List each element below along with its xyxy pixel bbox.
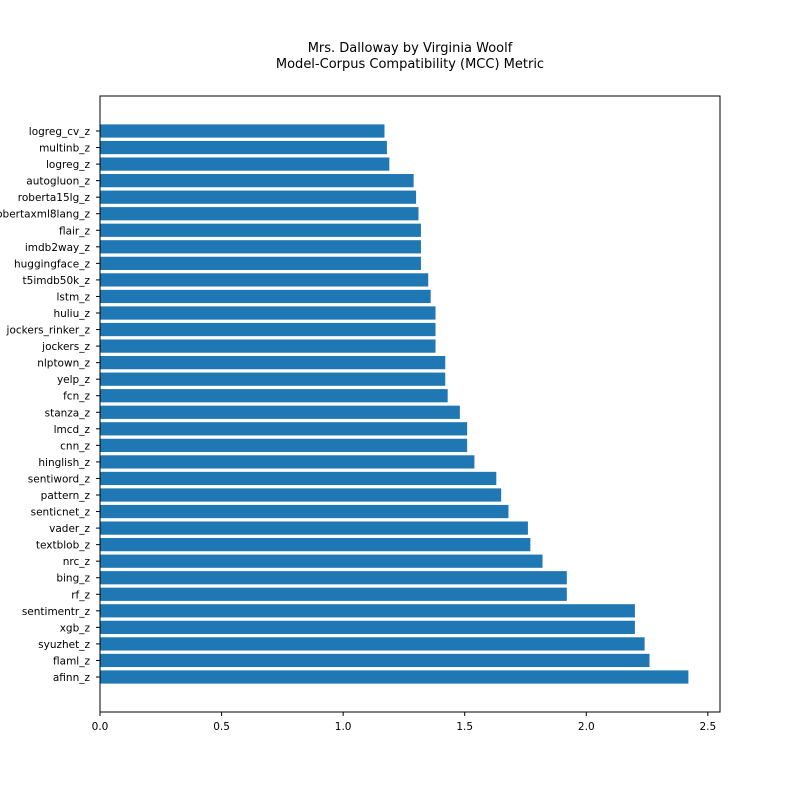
y-tick-label: cnn_z — [60, 440, 90, 452]
bar-xgb_z — [100, 620, 635, 634]
x-tick-label: 2.5 — [699, 721, 716, 733]
y-tick-label: bing_z — [56, 573, 90, 585]
y-tick-label: imdb2way_z — [25, 242, 91, 254]
bar-cnn_z — [100, 438, 468, 452]
bar-huliu_z — [100, 306, 436, 320]
bar-huggingface_z — [100, 256, 421, 270]
y-tick-label: nlptown_z — [37, 358, 90, 370]
x-tick-label: 1.5 — [456, 721, 473, 733]
bar-vader_z — [100, 521, 528, 535]
bar-syuzhet_z — [100, 637, 645, 651]
bar-yelp_z — [100, 372, 446, 386]
x-tick-label: 0.0 — [92, 721, 109, 733]
bar-roberta15lg_z — [100, 190, 417, 204]
y-tick-label: textblob_z — [36, 540, 91, 552]
y-tick-label: huggingface_z — [14, 258, 90, 270]
y-tick-label: xgb_z — [60, 622, 91, 634]
bar-imdb2way_z — [100, 240, 421, 254]
chart-title-line-2: Model-Corpus Compatibility (MCC) Metric — [276, 57, 544, 72]
y-tick-label: jockers_z — [41, 341, 90, 353]
y-tick-label: autogluon_z — [26, 176, 90, 188]
bar-afinn_z — [100, 670, 689, 684]
bar-textblob_z — [100, 538, 531, 552]
bar-nlptown_z — [100, 356, 446, 370]
bar-fcn_z — [100, 389, 448, 403]
bar-jockers_z — [100, 339, 436, 353]
bar-pattern_z — [100, 488, 502, 502]
y-tick-label: nrc_z — [63, 556, 91, 568]
plot-area-frame — [99, 95, 721, 713]
y-tick-label: jockers_rinker_z — [6, 325, 91, 337]
chart-title-line-1: Mrs. Dalloway by Virginia Woolf — [308, 41, 513, 56]
bar-multinb_z — [100, 140, 387, 155]
y-tick-label: logreg_cv_z — [29, 126, 91, 138]
y-tick-label: sentimentr_z — [22, 606, 91, 618]
y-tick-label: logreg_z — [46, 159, 90, 171]
bar-bing_z — [100, 571, 567, 585]
bars-group — [100, 124, 689, 684]
y-tick-label: afinn_z — [53, 672, 91, 684]
y-tick-label: vader_z — [49, 523, 90, 535]
y-tick-label: syuzhet_z — [38, 639, 90, 651]
y-tick-label: flaml_z — [53, 655, 90, 667]
bar-senticnet_z — [100, 504, 509, 519]
x-tick-label: 1.0 — [335, 721, 352, 733]
bar-rf_z — [100, 587, 567, 601]
bar-nrc_z — [100, 554, 543, 568]
y-tick-label: pattern_z — [41, 490, 91, 502]
bar-sentiword_z — [100, 471, 497, 486]
y-tick-label: rf_z — [71, 589, 90, 601]
bar-logreg_cv_z — [100, 124, 385, 138]
bar-hinglish_z — [100, 455, 475, 469]
x-axis-ticks: 0.0 0.5 1.0 1.5 2.0 2.5 — [92, 712, 716, 733]
bar-logreg_z — [100, 157, 390, 171]
y-tick-label: fcn_z — [63, 391, 90, 403]
bar-jockers_rinker_z — [100, 322, 436, 337]
x-tick-label: 2.0 — [578, 721, 595, 733]
bar-robertaxml8lang_z — [100, 207, 419, 221]
bar-flaml_z — [100, 653, 650, 668]
y-tick-label: sentiword_z — [28, 473, 91, 485]
y-tick-label: hinglish_z — [38, 457, 90, 469]
bar-flair_z — [100, 223, 421, 237]
y-tick-label: yelp_z — [57, 374, 91, 386]
y-tick-label: robertaxml8lang_z — [0, 209, 90, 221]
y-tick-label: huliu_z — [53, 308, 90, 320]
y-tick-label: t5imdb50k_z — [23, 275, 91, 287]
bar-lstm_z — [100, 289, 431, 304]
y-tick-label: lstm_z — [57, 291, 91, 303]
y-tick-label: stanza_z — [45, 407, 91, 419]
y-tick-label: lmcd_z — [54, 424, 91, 436]
y-tick-label: flair_z — [59, 225, 91, 237]
bar-stanza_z — [100, 405, 460, 419]
y-tick-label: roberta15lg_z — [18, 192, 91, 204]
bar-autogluon_z — [100, 174, 414, 188]
y-axis-ticks: logreg_cv_z multinb_z logreg_z autogluon_zr… — [0, 126, 100, 684]
bar-sentimentr_z — [100, 604, 635, 618]
y-tick-label: multinb_z — [39, 143, 90, 155]
x-tick-label: 0.5 — [213, 721, 230, 733]
y-tick-label: senticnet_z — [31, 507, 91, 519]
bar-t5imdb50k_z — [100, 273, 429, 287]
bar-lmcd_z — [100, 422, 468, 436]
